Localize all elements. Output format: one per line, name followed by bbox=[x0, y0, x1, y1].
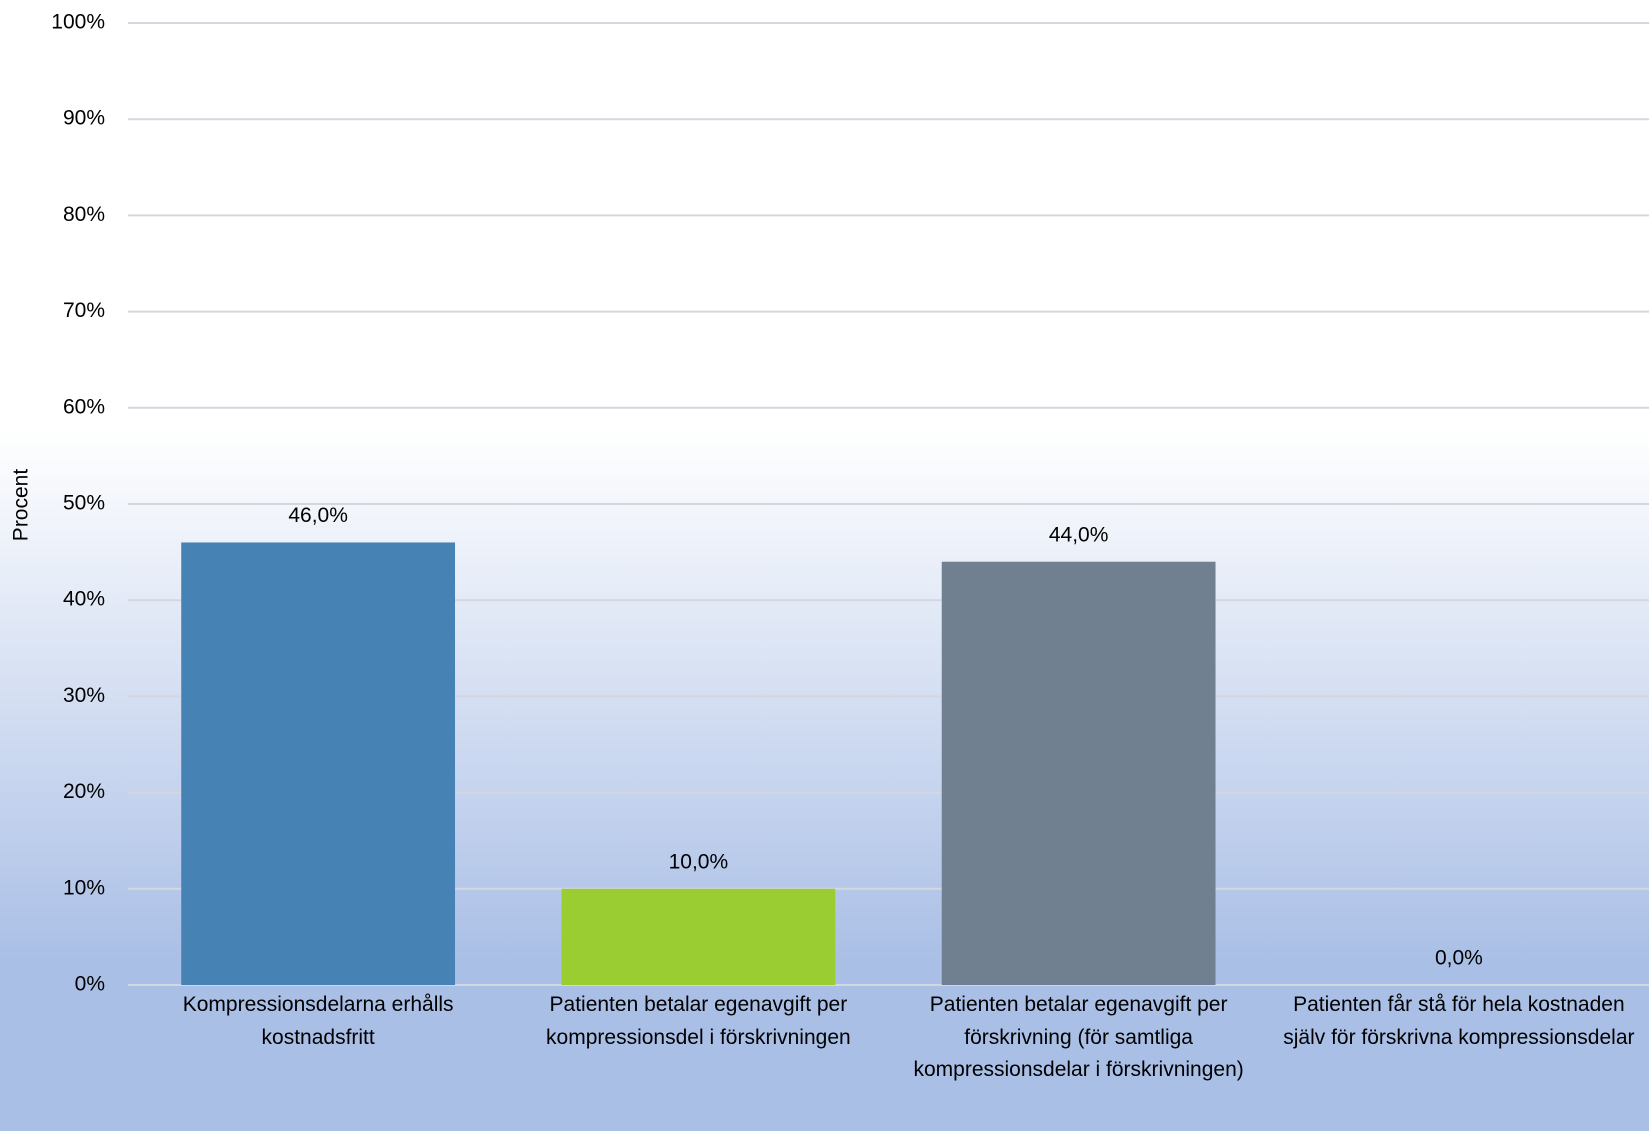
y-tick-label: 50% bbox=[63, 492, 105, 515]
y-tick-label: 10% bbox=[63, 876, 105, 899]
data-label: 44,0% bbox=[1049, 523, 1109, 546]
data-label: 0,0% bbox=[1435, 947, 1483, 970]
y-tick-label: 80% bbox=[63, 203, 105, 226]
data-label: 10,0% bbox=[669, 850, 729, 873]
y-tick-label: 90% bbox=[63, 107, 105, 130]
y-axis-label: Procent bbox=[10, 469, 33, 542]
x-tick-label: Patienten betalar egenavgift per förskri… bbox=[913, 993, 1244, 1082]
bar bbox=[941, 561, 1216, 985]
x-tick-label: Patienten får stå för hela kostnaden sjä… bbox=[1283, 993, 1635, 1049]
y-tick-label: 30% bbox=[63, 684, 105, 707]
x-tick-label: Kompressionsdelarna erhålls kostnadsfrit… bbox=[182, 993, 454, 1049]
y-tick-label: 100% bbox=[51, 11, 105, 34]
y-tick-label: 40% bbox=[63, 588, 105, 611]
y-tick-label: 70% bbox=[63, 299, 105, 322]
bar bbox=[561, 888, 836, 985]
y-tick-label: 60% bbox=[63, 395, 105, 418]
x-tick-label: Patienten betalar egenavgift per kompres… bbox=[546, 993, 851, 1049]
y-tick-label: 0% bbox=[75, 973, 105, 996]
y-tick-label: 20% bbox=[63, 780, 105, 803]
bar bbox=[181, 542, 456, 985]
data-label: 46,0% bbox=[288, 504, 348, 527]
